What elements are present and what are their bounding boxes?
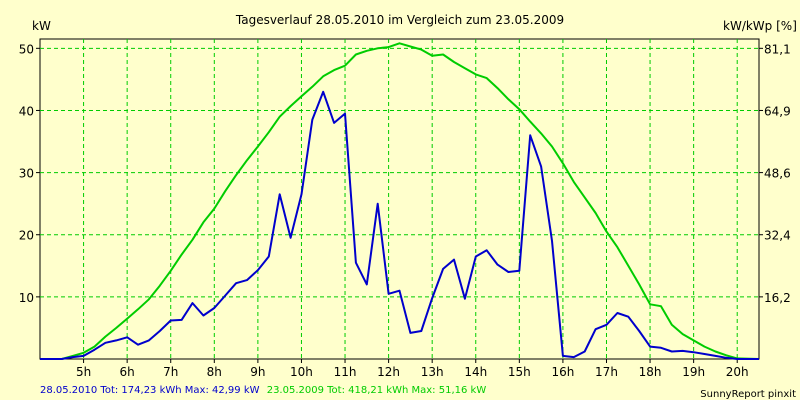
x-tick-label: 13h	[421, 365, 444, 379]
footer-credit: SunnyReport pinxit	[700, 389, 796, 400]
x-axis-ticks: 5h 6h 7h 8h 9h 10h 11h 12h 13h 14h 15h 16h 17h 18h 19h…	[76, 359, 749, 379]
y-right-tick-label: 48,6	[764, 167, 791, 181]
series-line-2009	[40, 42, 760, 360]
y-left-tick-label: 10	[19, 291, 34, 305]
y-left-tick-label: 30	[19, 167, 34, 181]
x-tick-label: 6h	[120, 365, 135, 379]
x-tick-label: 5h	[76, 365, 91, 379]
footer-legend: 28.05.2010 Tot: 174,23 kWh Max: 42,99 kW…	[40, 385, 486, 396]
x-tick-label: 19h	[682, 365, 705, 379]
x-tick-label: 7h	[163, 365, 178, 379]
x-tick-label: 18h	[639, 365, 662, 379]
chart-title: Tagesverlauf 28.05.2010 im Vergleich zum…	[235, 13, 564, 27]
x-tick-label: 17h	[595, 365, 618, 379]
legend-blue-text: 28.05.2010 Tot: 174,23 kWh Max: 42,99 kW	[40, 385, 260, 396]
x-tick-label: 12h	[377, 365, 400, 379]
x-tick-label: 8h	[207, 365, 222, 379]
y-right-tick-label: 64,9	[764, 104, 791, 118]
x-tick-label: 9h	[250, 365, 265, 379]
y-axis-right-ticks: 16,2 32,4 48,6 64,9 81,1	[759, 42, 791, 305]
x-tick-label: 16h	[551, 365, 574, 379]
y-right-tick-label: 32,4	[764, 229, 791, 243]
y-left-tick-label: 50	[19, 42, 34, 56]
series-lines	[40, 42, 760, 360]
plot-area	[39, 38, 760, 360]
legend-green-text: 23.05.2009 Tot: 418,21 kWh Max: 51,16 kW	[267, 385, 487, 396]
y-right-tick-label: 81,1	[764, 42, 791, 56]
y-axis-left-unit: kW	[32, 19, 51, 33]
y-left-tick-label: 40	[19, 104, 34, 118]
y-right-tick-label: 16,2	[764, 291, 791, 305]
x-tick-label: 20h	[726, 365, 749, 379]
grid-lines	[40, 39, 759, 359]
x-tick-label: 15h	[508, 365, 531, 379]
x-tick-label: 11h	[334, 365, 357, 379]
series-line-2010	[40, 90, 759, 360]
x-tick-label: 14h	[464, 365, 487, 379]
y-left-tick-label: 20	[19, 229, 34, 243]
x-tick-label: 10h	[290, 365, 313, 379]
y-axis-left-ticks: 10 20 30 40 50	[19, 42, 40, 305]
y-axis-right-unit: kW/kWp [%]	[723, 19, 797, 33]
